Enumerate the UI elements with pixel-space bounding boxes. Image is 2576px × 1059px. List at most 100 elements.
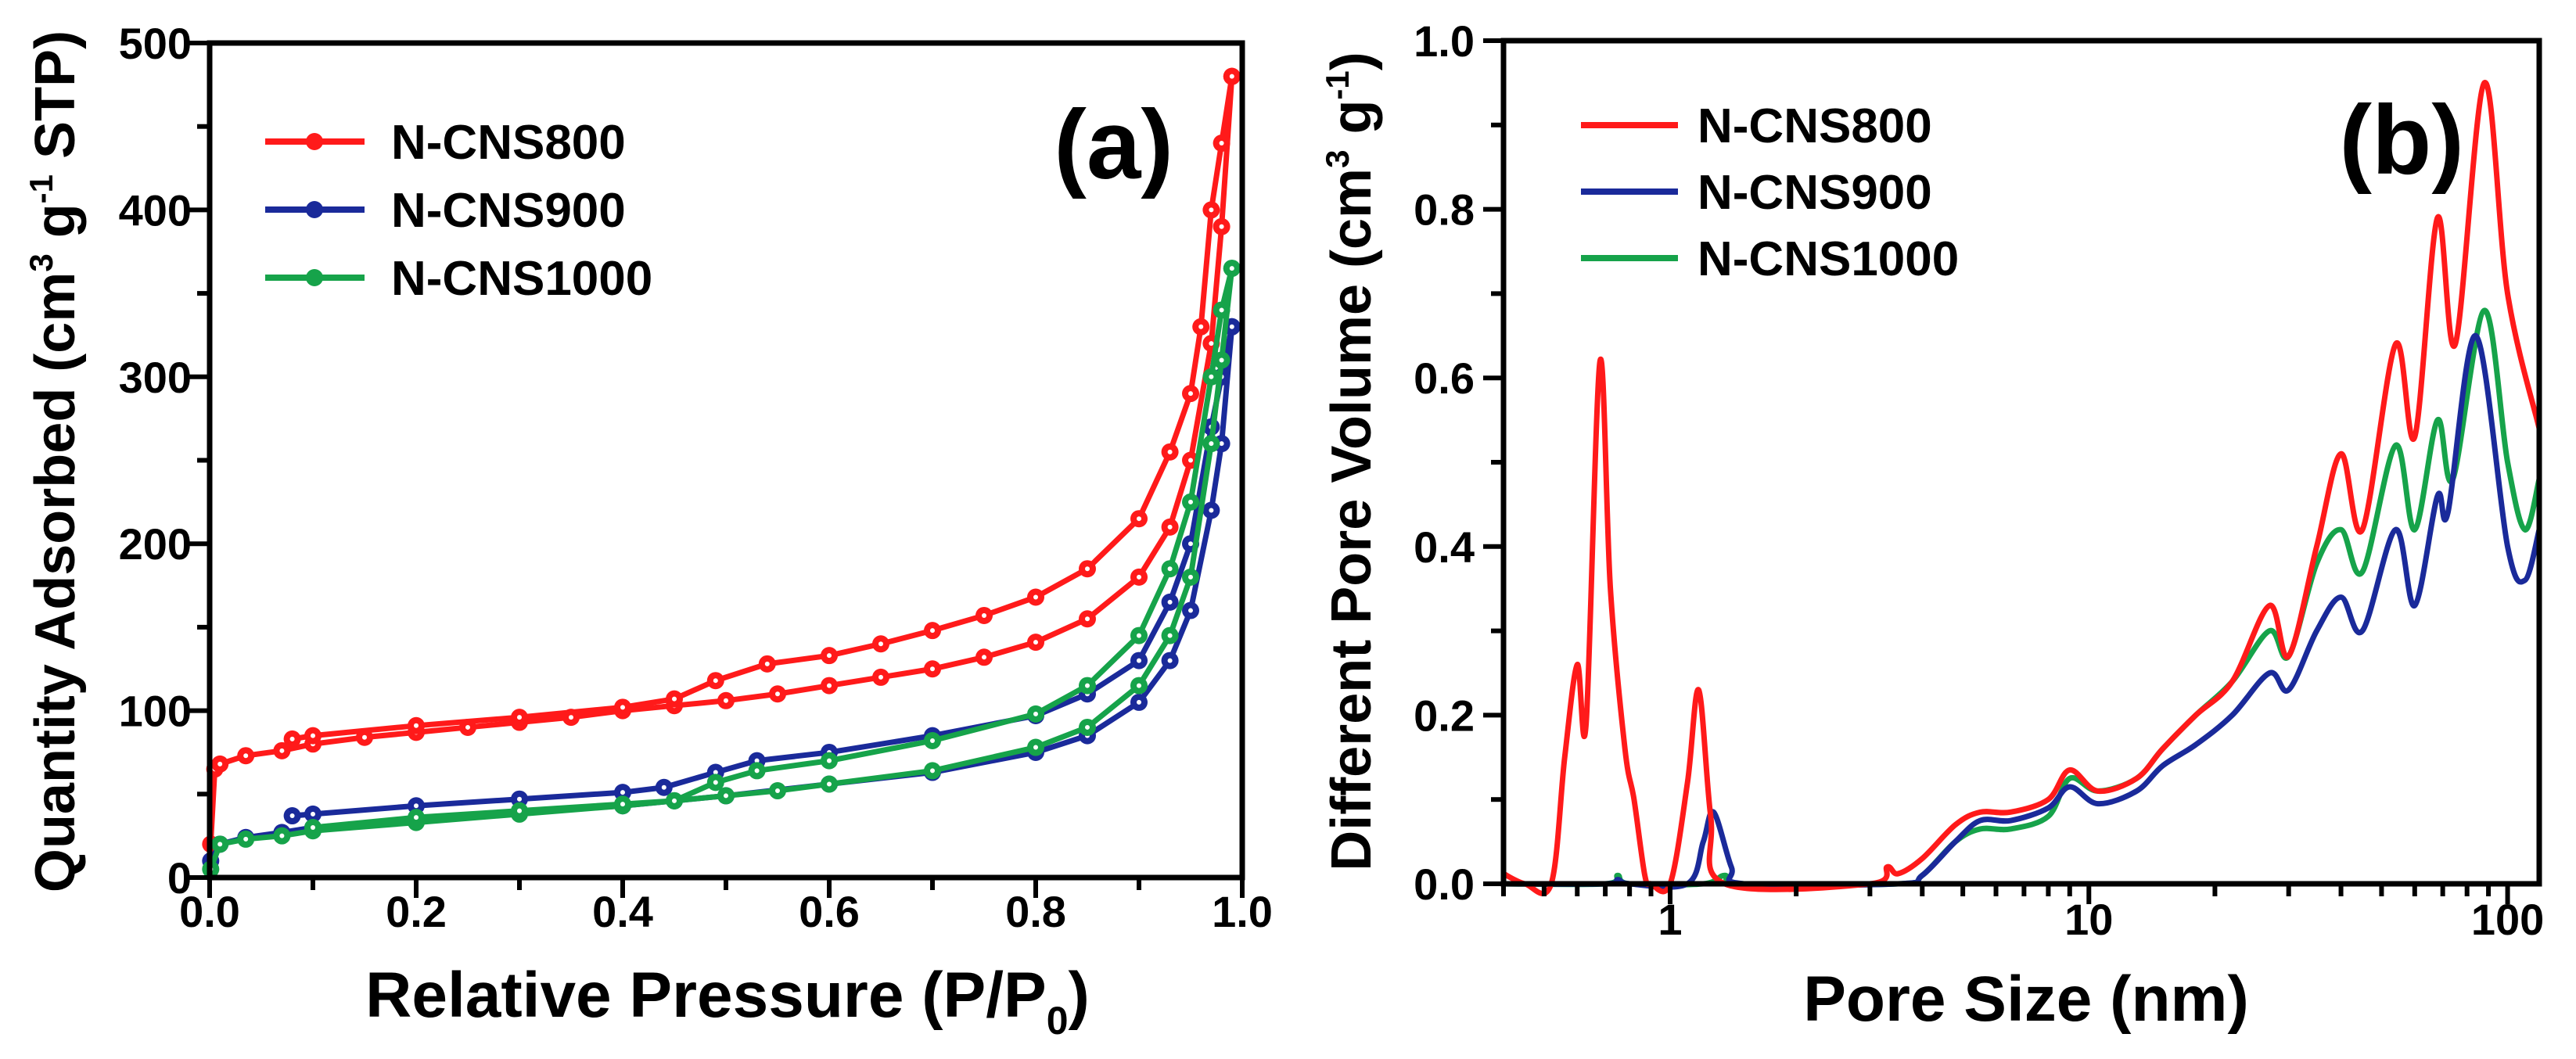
marker-highlight — [661, 784, 666, 790]
marker-highlight — [217, 761, 223, 766]
marker-highlight — [1167, 566, 1173, 572]
marker-highlight — [1137, 516, 1141, 522]
marker-highlight — [724, 793, 728, 799]
marker-highlight — [1229, 266, 1234, 271]
panel-a-isotherm: 0.0 0.2 0.4 0.6 0.8 1.0 0 100 200 300 400 500 (a) R… — [23, 19, 1273, 1043]
panel-a-ticks: 0.0 0.2 0.4 0.6 0.8 1.0 0 100 200 300 400 500 — [119, 19, 1273, 936]
marker-highlight — [1209, 374, 1214, 379]
panel-b-legend: N-CNS800 N-CNS900 N-CNS1000 — [1581, 99, 1959, 286]
marker-highlight — [672, 696, 677, 702]
x-tick-label: 0.6 — [799, 887, 860, 936]
marker-highlight — [1033, 640, 1038, 645]
marker-highlight — [289, 813, 295, 819]
panel-b-plot-area — [1502, 80, 2542, 896]
series-N-CNS1000-desorption-line — [312, 267, 1235, 831]
panel-b-ticks: 1 10 100 0.0 0.2 0.4 0.6 0.8 1.0 — [1414, 16, 2544, 944]
marker-highlight — [414, 803, 419, 809]
marker-highlight — [878, 674, 883, 680]
panel-a-plot-area — [202, 67, 1241, 878]
marker-highlight — [311, 733, 315, 738]
marker-highlight — [217, 842, 223, 847]
marker-highlight — [930, 666, 935, 672]
y-tick-label: 0.6 — [1414, 354, 1475, 403]
legend-swatch-marker — [306, 133, 323, 150]
marker-highlight — [1137, 699, 1141, 705]
y-tick-label: 500 — [119, 19, 192, 68]
marker-highlight — [243, 836, 249, 842]
marker-highlight — [764, 661, 770, 666]
marker-highlight — [1209, 441, 1214, 447]
marker-highlight — [620, 802, 625, 807]
legend-label: N-CNS1000 — [1698, 232, 1959, 286]
marker-highlight — [754, 758, 760, 763]
legend-label: N-CNS800 — [391, 116, 626, 170]
panel-a-y-axis-title: Quantity Adsorbed (cm3 g-1 STP) — [23, 31, 87, 892]
x-tick-label: 1.0 — [1212, 887, 1273, 936]
panel-a-label: (a) — [1054, 91, 1173, 199]
marker-highlight — [1229, 74, 1234, 79]
marker-highlight — [1188, 608, 1193, 613]
marker-highlight — [713, 770, 718, 775]
marker-highlight — [414, 723, 419, 728]
marker-highlight — [1219, 141, 1224, 146]
marker-highlight — [1209, 508, 1214, 513]
marker-highlight — [311, 811, 315, 817]
marker-highlight — [1033, 745, 1038, 750]
marker-highlight — [1137, 633, 1141, 638]
legend-label: N-CNS1000 — [391, 252, 652, 306]
marker-highlight — [517, 796, 522, 802]
marker-highlight — [1033, 711, 1038, 716]
panel-a-legend: N-CNS800 N-CNS900 N-CNS1000 — [265, 116, 652, 306]
y-tick-label: 100 — [119, 687, 192, 736]
x-tick-label: 0.4 — [592, 887, 653, 936]
marker-highlight — [827, 683, 832, 688]
marker-highlight — [930, 768, 935, 774]
marker-highlight — [827, 781, 832, 787]
marker-highlight — [620, 790, 625, 795]
marker-highlight — [1188, 391, 1193, 397]
marker-highlight — [724, 698, 728, 703]
marker-highlight — [1085, 616, 1090, 622]
series-N-CNS800-line — [1502, 80, 2542, 896]
marker-highlight — [517, 808, 522, 813]
marker-highlight — [1167, 449, 1173, 454]
marker-highlight — [775, 691, 780, 697]
marker-highlight — [930, 628, 935, 634]
marker-highlight — [1085, 724, 1090, 730]
marker-highlight — [1167, 633, 1173, 638]
marker-highlight — [1137, 574, 1141, 580]
marker-highlight — [279, 748, 285, 753]
x-tick-label: 0.0 — [179, 887, 240, 936]
x-tick-label: 1 — [1658, 895, 1682, 944]
marker-highlight — [517, 715, 522, 720]
marker-highlight — [930, 738, 935, 744]
marker-highlight — [775, 788, 780, 794]
marker-highlight — [1188, 458, 1193, 463]
marker-highlight — [620, 705, 625, 710]
marker-highlight — [1188, 574, 1193, 580]
marker-highlight — [414, 815, 419, 820]
marker-highlight — [1219, 441, 1224, 447]
y-tick-label: 0.4 — [1414, 522, 1475, 572]
marker-highlight — [362, 734, 367, 740]
x-tick-label: 10 — [2064, 895, 2113, 944]
y-tick-label: 300 — [119, 353, 192, 402]
legend-label: N-CNS900 — [1698, 166, 1932, 220]
series-N-CNS900-desorption-line — [292, 326, 1235, 819]
panel-b-label: (b) — [2339, 86, 2464, 195]
marker-highlight — [1198, 324, 1204, 329]
y-tick-label: 0.0 — [1414, 860, 1475, 909]
legend-swatch-marker — [306, 201, 323, 218]
marker-highlight — [827, 653, 832, 659]
x-tick-label: 0.2 — [386, 887, 447, 936]
panel-b-x-axis-title: Pore Size (nm) — [1803, 964, 2249, 1035]
panel-b-pore-size-distribution: 1 10 100 0.0 0.2 0.4 0.6 0.8 1.0 (b) Pore Size (… — [1319, 16, 2544, 1035]
marker-highlight — [1167, 658, 1173, 663]
marker-highlight — [465, 724, 470, 730]
marker-highlight — [311, 824, 315, 830]
y-tick-label: 200 — [119, 519, 192, 569]
marker-highlight — [1167, 524, 1173, 530]
marker-highlight — [1209, 207, 1214, 213]
marker-highlight — [713, 780, 718, 785]
